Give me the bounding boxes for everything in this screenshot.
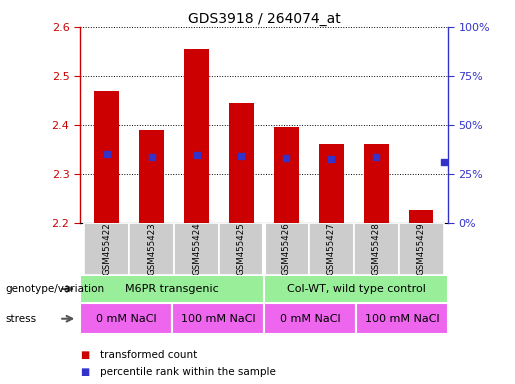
Text: percentile rank within the sample: percentile rank within the sample <box>100 367 277 377</box>
Bar <box>264 303 356 334</box>
Bar <box>309 223 354 275</box>
Bar <box>174 223 219 275</box>
Text: 0 mM NaCl: 0 mM NaCl <box>96 314 156 324</box>
Bar <box>356 303 448 334</box>
Text: transformed count: transformed count <box>100 350 198 360</box>
Bar <box>129 223 174 275</box>
Bar <box>364 144 388 223</box>
Text: GSM455428: GSM455428 <box>372 222 381 275</box>
Text: 0 mM NaCl: 0 mM NaCl <box>280 314 340 324</box>
Text: GSM455425: GSM455425 <box>237 222 246 275</box>
Bar <box>140 130 164 223</box>
Title: GDS3918 / 264074_at: GDS3918 / 264074_at <box>187 12 340 26</box>
Bar <box>319 144 344 223</box>
Bar <box>229 103 254 223</box>
Text: genotype/variation: genotype/variation <box>5 284 104 294</box>
Text: GSM455426: GSM455426 <box>282 222 291 275</box>
Text: GSM455427: GSM455427 <box>327 222 336 275</box>
Text: M6PR transgenic: M6PR transgenic <box>125 284 219 294</box>
Bar <box>84 223 129 275</box>
Bar <box>264 275 448 303</box>
Text: Col-WT, wild type control: Col-WT, wild type control <box>286 284 425 294</box>
Text: ■: ■ <box>80 350 89 360</box>
Text: 100 mM NaCl: 100 mM NaCl <box>365 314 439 324</box>
Text: stress: stress <box>5 314 36 324</box>
Text: GSM455422: GSM455422 <box>102 222 111 275</box>
Bar <box>80 303 172 334</box>
Bar <box>399 223 443 275</box>
Text: 100 mM NaCl: 100 mM NaCl <box>181 314 255 324</box>
Text: GSM455423: GSM455423 <box>147 222 156 275</box>
Bar <box>94 91 119 223</box>
Bar <box>184 49 209 223</box>
Bar <box>172 303 264 334</box>
Bar <box>409 210 434 223</box>
Bar <box>80 275 264 303</box>
Bar <box>274 127 299 223</box>
Bar <box>219 223 264 275</box>
Text: GSM455424: GSM455424 <box>192 222 201 275</box>
Text: ■: ■ <box>80 367 89 377</box>
Bar <box>354 223 399 275</box>
Text: GSM455429: GSM455429 <box>417 222 425 275</box>
Bar <box>264 223 309 275</box>
